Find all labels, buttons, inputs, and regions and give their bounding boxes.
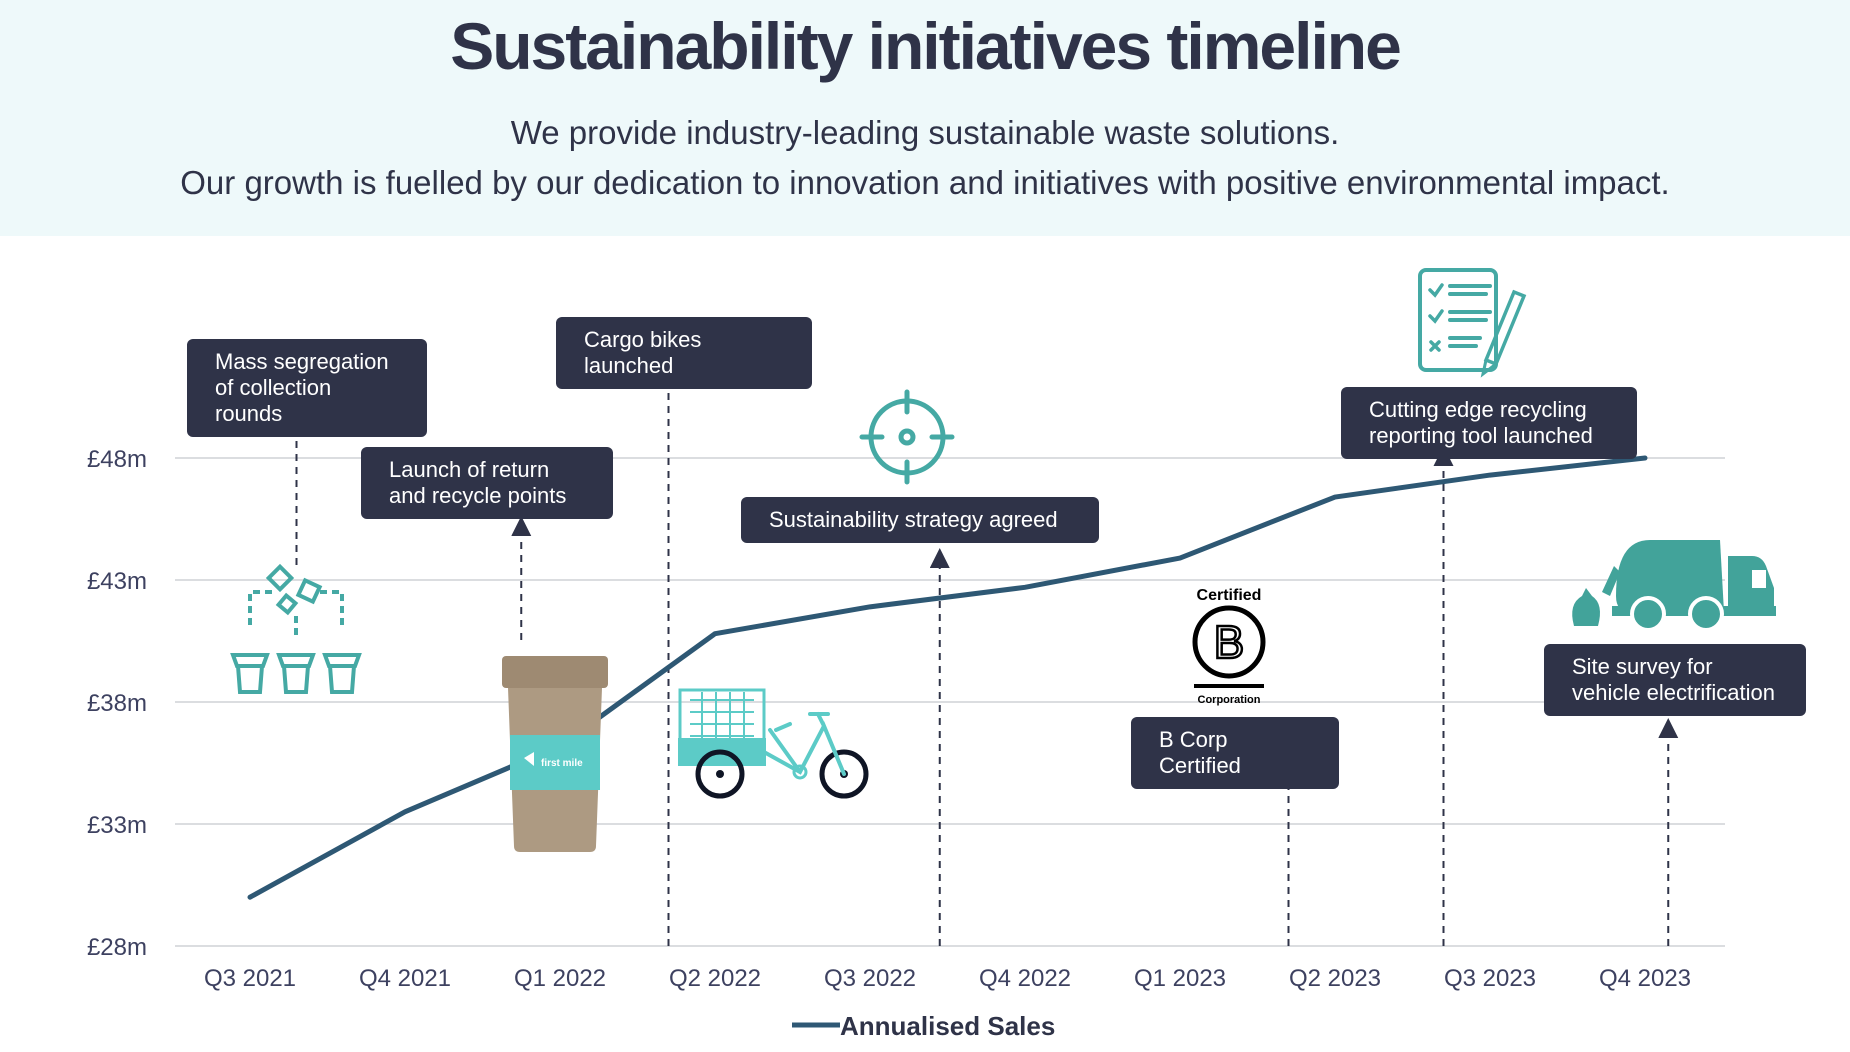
x-axis: Q3 2021 Q4 2021 Q1 2022 Q2 2022 Q3 2022 Q4 20… [204, 965, 1691, 992]
page-title: Sustainability initiatives timeline [450, 9, 1402, 83]
b-corp-logo: Certified B Corporation [1192, 587, 1266, 706]
subtitle-line-1: We provide industry-leading sustainable … [510, 114, 1340, 151]
annotation-callout: Sustainability strategy agreed [741, 497, 1099, 543]
cup-brand-text: first mile [541, 758, 583, 769]
subtitle-line-2: Our growth is fuelled by our dedication … [180, 164, 1670, 201]
checklist-icon [1418, 268, 1527, 378]
recycle-cup-icon: first mile [502, 656, 608, 852]
bcorp-letter: B [1214, 616, 1245, 668]
annotation-callout: Launch of return and recycle points [361, 447, 613, 519]
annotation-callout: Site survey for vehicle electrification [1544, 644, 1806, 716]
bcorp-corporation-text: Corporation [1198, 694, 1261, 706]
annotation-leaders [286, 360, 1679, 946]
y-axis: £28m £33m £38m £43m £48m [87, 446, 147, 961]
x-tick-label: Q3 2022 [824, 965, 916, 992]
header-banner [0, 0, 1850, 236]
annotation-callout: B Corp Certified [1131, 717, 1339, 789]
y-tick-label: £38m [87, 690, 147, 717]
bcorp-certified-text: Certified [1197, 587, 1262, 604]
annualised-sales-line [247, 455, 1648, 900]
cargo-bike-icon [678, 688, 869, 799]
annotation-callout: Cutting edge recycling reporting tool la… [1341, 387, 1637, 459]
y-tick-label: £33m [87, 812, 147, 839]
x-tick-label: Q1 2023 [1134, 965, 1226, 992]
x-tick-label: Q2 2022 [669, 965, 761, 992]
y-tick-label: £43m [87, 568, 147, 595]
y-tick-label: £28m [87, 934, 147, 961]
annotation-callout: Cargo bikes launched [556, 317, 812, 389]
x-tick-label: Q3 2021 [204, 965, 296, 992]
waste-truck-icon [1572, 540, 1776, 632]
target-icon [859, 389, 955, 485]
y-tick-label: £48m [87, 446, 147, 473]
series-layer [247, 455, 1648, 900]
x-tick-label: Q4 2021 [359, 965, 451, 992]
x-tick-label: Q4 2023 [1599, 965, 1691, 992]
x-tick-label: Q4 2022 [979, 965, 1071, 992]
legend-label: Annualised Sales [840, 1011, 1055, 1041]
legend: Annualised Sales [792, 1011, 1055, 1041]
annotation-callout: Mass segregation of collection rounds [187, 339, 427, 437]
x-tick-label: Q3 2023 [1444, 965, 1536, 992]
x-tick-label: Q1 2022 [514, 965, 606, 992]
waste-segregation-bins-icon [230, 563, 362, 694]
x-tick-label: Q2 2023 [1289, 965, 1381, 992]
